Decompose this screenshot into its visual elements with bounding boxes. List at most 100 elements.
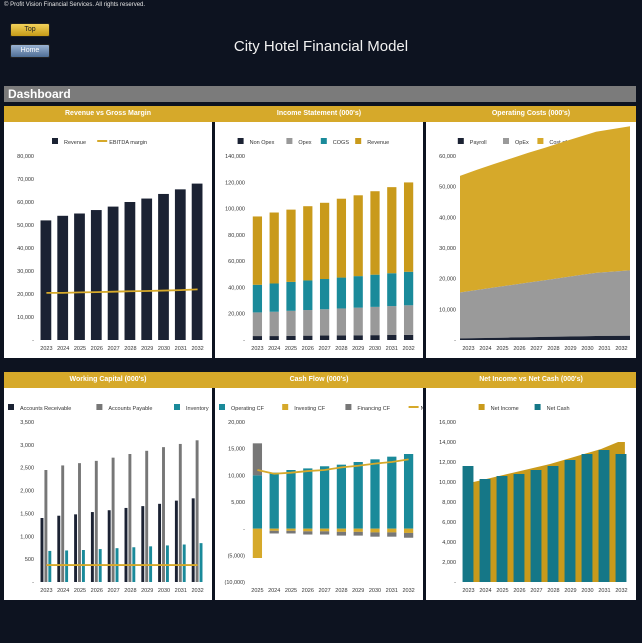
legend-label: Revenue <box>367 140 389 146</box>
x-tick-label: 2029 <box>141 346 153 352</box>
chart-svg: Operating CF Investing CF Financing CF Net … <box>219 404 423 594</box>
y-tick-label: 80,000 <box>228 233 245 239</box>
bar <box>513 474 525 582</box>
bar <box>353 195 363 277</box>
legend-item: Accounts Payable <box>96 404 152 412</box>
x-tick-label: 2027 <box>107 588 119 594</box>
bar <box>195 440 199 582</box>
x-tick-label: 2032 <box>402 588 414 594</box>
legend-swatch <box>8 404 14 410</box>
bar <box>530 470 542 582</box>
x-tick-label: 2025 <box>285 588 297 594</box>
bar <box>286 335 296 340</box>
chart-title: Revenue vs Gross Margin <box>4 106 212 122</box>
bar <box>124 507 128 582</box>
bar <box>353 531 363 536</box>
x-tick-label: 2025 <box>251 588 263 594</box>
bar <box>615 454 627 582</box>
bar <box>286 528 296 531</box>
bar <box>303 310 313 336</box>
bar <box>78 463 81 582</box>
x-tick-label: 2030 <box>158 588 170 594</box>
x-tick-label: 2032 <box>191 346 203 352</box>
x-tick-label: 2024 <box>268 346 280 352</box>
bar <box>370 274 380 307</box>
x-tick-label: 2028 <box>124 346 136 352</box>
x-tick-label: 2031 <box>598 588 610 594</box>
x-tick-label: 2026 <box>91 588 103 594</box>
home-button[interactable]: Home <box>10 44 50 58</box>
bar <box>90 512 94 582</box>
x-tick-label: 2031 <box>175 588 187 594</box>
x-tick-label: 2029 <box>352 346 364 352</box>
bar <box>370 191 380 275</box>
bar <box>564 460 576 582</box>
bar <box>336 335 347 340</box>
bar <box>57 515 61 582</box>
bar <box>319 202 330 280</box>
x-tick-label: 2030 <box>369 346 381 352</box>
bar <box>65 550 69 582</box>
bar <box>269 283 279 312</box>
legend-item: Net Change in Cash <box>408 406 423 412</box>
y-tick-label: 500 <box>25 557 34 563</box>
legend-label: EBITDA margin <box>109 140 147 146</box>
y-tick-label: 8,000 <box>442 500 456 506</box>
y-tick-label: - <box>32 580 34 586</box>
bar <box>353 276 363 308</box>
x-tick-label: 2023 <box>40 588 52 594</box>
top-button[interactable]: Top <box>10 23 50 37</box>
y-tick-label: - <box>32 338 34 344</box>
area-series <box>460 335 630 340</box>
bar <box>286 281 296 311</box>
chart-panel-4: Working Capital (000's) Accounts Receivab… <box>4 372 212 600</box>
y-tick-label: 70,000 <box>17 177 34 183</box>
y-tick-label: 20,000 <box>439 277 456 283</box>
y-tick-label: 50,000 <box>439 185 456 191</box>
bar <box>403 334 414 340</box>
x-tick-label: 2027 <box>318 588 330 594</box>
bar <box>336 308 347 336</box>
y-tick-label: 6,000 <box>442 520 456 526</box>
y-tick-label: 5,000 <box>231 500 245 506</box>
legend-label: Revenue <box>64 140 86 146</box>
legend-swatch <box>320 138 327 144</box>
legend-item: Net Income <box>478 404 519 412</box>
y-tick-label: 14,000 <box>439 440 456 446</box>
bar <box>74 514 78 582</box>
bar <box>107 510 111 582</box>
bar <box>303 531 313 535</box>
x-tick-label: 2027 <box>530 588 542 594</box>
y-tick-label: 30,000 <box>439 246 456 252</box>
y-tick-label: 20,000 <box>17 292 34 298</box>
y-tick-label: 30,000 <box>17 269 34 275</box>
y-tick-label: 20,000 <box>228 312 245 318</box>
bar <box>252 475 263 529</box>
bar <box>581 454 593 582</box>
bar <box>141 198 153 340</box>
bar <box>40 518 44 582</box>
legend-label: Payroll <box>470 140 487 146</box>
y-tick-label: 20,000 <box>228 420 245 426</box>
x-tick-label: 2032 <box>615 346 627 352</box>
y-tick-label: 40,000 <box>439 215 456 221</box>
bar <box>336 531 347 536</box>
x-tick-label: 2028 <box>335 346 347 352</box>
bar <box>403 528 414 533</box>
y-tick-label: 12,000 <box>439 460 456 466</box>
bar <box>269 528 279 531</box>
bar <box>319 531 330 535</box>
y-tick-label: 1,000 <box>20 534 34 540</box>
bar <box>252 284 263 313</box>
bar <box>191 183 203 340</box>
bar <box>370 335 380 340</box>
bar <box>319 279 330 310</box>
chart-title: Cash Flow (000's) <box>215 372 423 388</box>
x-tick-label: 2026 <box>302 588 314 594</box>
y-tick-label: (10,000) <box>225 580 246 586</box>
chart-panel-3: Operating Costs (000's)PayrollOpExCost o… <box>426 106 636 358</box>
x-tick-label: 2032 <box>402 346 414 352</box>
bar <box>303 528 313 532</box>
y-tick-label: 10,000 <box>439 480 456 486</box>
legend-label: Investing CF <box>294 406 326 412</box>
